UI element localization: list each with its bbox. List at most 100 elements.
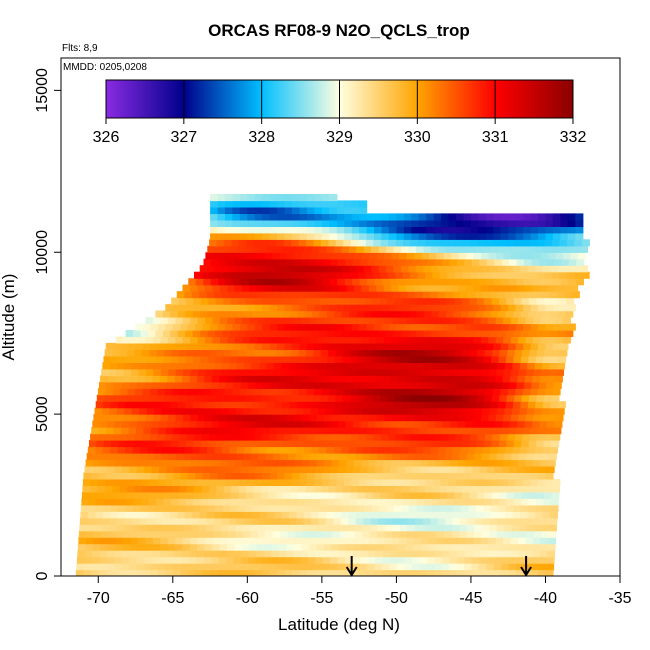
heatmap-cell (188, 427, 197, 435)
heatmap-cell (503, 459, 512, 467)
heatmap-cell (568, 278, 577, 286)
heatmap-cell (330, 556, 339, 564)
heatmap-cell (141, 394, 150, 402)
heatmap-cell (217, 226, 226, 234)
heatmap-cell (403, 569, 412, 576)
heatmap-cell (358, 349, 367, 357)
heatmap-cell (136, 556, 145, 564)
heatmap-cell (293, 550, 302, 558)
heatmap-cell (309, 336, 318, 344)
heatmap-cell (388, 388, 397, 396)
heatmap-cell (350, 349, 359, 357)
heatmap-cell (495, 414, 504, 422)
heatmap-cell (92, 543, 101, 551)
heatmap-cell (247, 232, 256, 240)
heatmap-cell (482, 291, 491, 299)
heatmap-cell (510, 317, 519, 325)
heatmap-cell (308, 550, 317, 558)
heatmap-cell (243, 407, 252, 415)
heatmap-cell (239, 219, 248, 227)
heatmap-cell (95, 504, 104, 512)
heatmap-cell (501, 556, 510, 564)
heatmap-cell (156, 394, 165, 402)
heatmap-cell (279, 543, 288, 551)
heatmap-cell (458, 459, 467, 467)
heatmap-cell (257, 336, 266, 344)
heatmap-cell (230, 491, 239, 499)
heatmap-cell (538, 381, 547, 389)
heatmap-cell (144, 556, 153, 564)
heatmap-cell (340, 362, 349, 370)
heatmap-cell (206, 524, 215, 532)
heatmap-cell (510, 375, 519, 383)
heatmap-cell (450, 459, 459, 467)
heatmap-cell (307, 569, 316, 576)
heatmap-cell (557, 265, 566, 273)
heatmap-cell (315, 381, 324, 389)
heatmap-cell (427, 420, 436, 428)
heatmap-cell (209, 485, 218, 493)
heatmap-cell (233, 556, 242, 564)
heatmap-cell (376, 459, 385, 467)
heatmap-cell (469, 485, 478, 493)
heatmap-cell (348, 511, 357, 519)
heatmap-cell (379, 498, 388, 506)
heatmap-cell (534, 407, 543, 415)
heatmap-cell (550, 265, 559, 273)
heatmap-cell (208, 491, 217, 499)
heatmap-cell (210, 219, 219, 227)
heatmap-cell (254, 194, 263, 202)
heatmap-cell (457, 550, 466, 558)
heatmap-cell (382, 381, 391, 389)
heatmap-cell (515, 226, 524, 234)
heatmap-cell (285, 427, 294, 435)
heatmap-cell (547, 420, 556, 428)
heatmap-cell (531, 556, 540, 564)
heatmap-cell (291, 478, 300, 486)
heatmap-cell (434, 258, 443, 266)
colorbar-tick-label: 327 (170, 129, 197, 146)
heatmap-cell (391, 459, 400, 467)
heatmap-cell (324, 284, 333, 292)
heatmap-cell (217, 219, 226, 227)
heatmap-cell (80, 511, 89, 519)
heatmap-cell (157, 323, 166, 331)
heatmap-cell (510, 414, 519, 422)
heatmap-cell (526, 524, 535, 532)
heatmap-cell (250, 530, 259, 538)
heatmap-cell (114, 550, 123, 558)
heatmap-cell (323, 543, 332, 551)
heatmap-cell (401, 330, 410, 338)
heatmap-cell (359, 323, 368, 331)
heatmap-cell (210, 569, 219, 576)
heatmap-cell (503, 537, 512, 545)
heatmap-cell (514, 485, 523, 493)
heatmap-cell (292, 427, 301, 435)
heatmap-cell (154, 446, 163, 454)
heatmap-cell (123, 336, 132, 344)
heatmap-cell (404, 381, 413, 389)
heatmap-cell (533, 336, 542, 344)
heatmap-cell (302, 414, 311, 422)
heatmap-cell (158, 563, 167, 571)
heatmap-cell (268, 394, 277, 402)
heatmap-cell (330, 381, 339, 389)
heatmap-cell (156, 440, 165, 448)
heatmap-cell (337, 278, 346, 286)
heatmap-cell (341, 504, 350, 512)
heatmap-cell (447, 239, 456, 247)
heatmap-cell (330, 258, 339, 266)
heatmap-cell (282, 297, 291, 305)
heatmap-cell (378, 362, 387, 370)
heatmap-cell (192, 446, 201, 454)
heatmap-cell (564, 291, 573, 299)
heatmap-cell (237, 245, 246, 253)
heatmap-cell (463, 304, 472, 312)
colorbar-tick-label: 328 (248, 129, 275, 146)
heatmap-cell (463, 219, 472, 227)
heatmap-cell (150, 427, 159, 435)
heatmap-cell (520, 446, 529, 454)
heatmap-cell (579, 245, 588, 253)
heatmap-cell (498, 245, 507, 253)
x-tick-label: -55 (310, 590, 333, 607)
